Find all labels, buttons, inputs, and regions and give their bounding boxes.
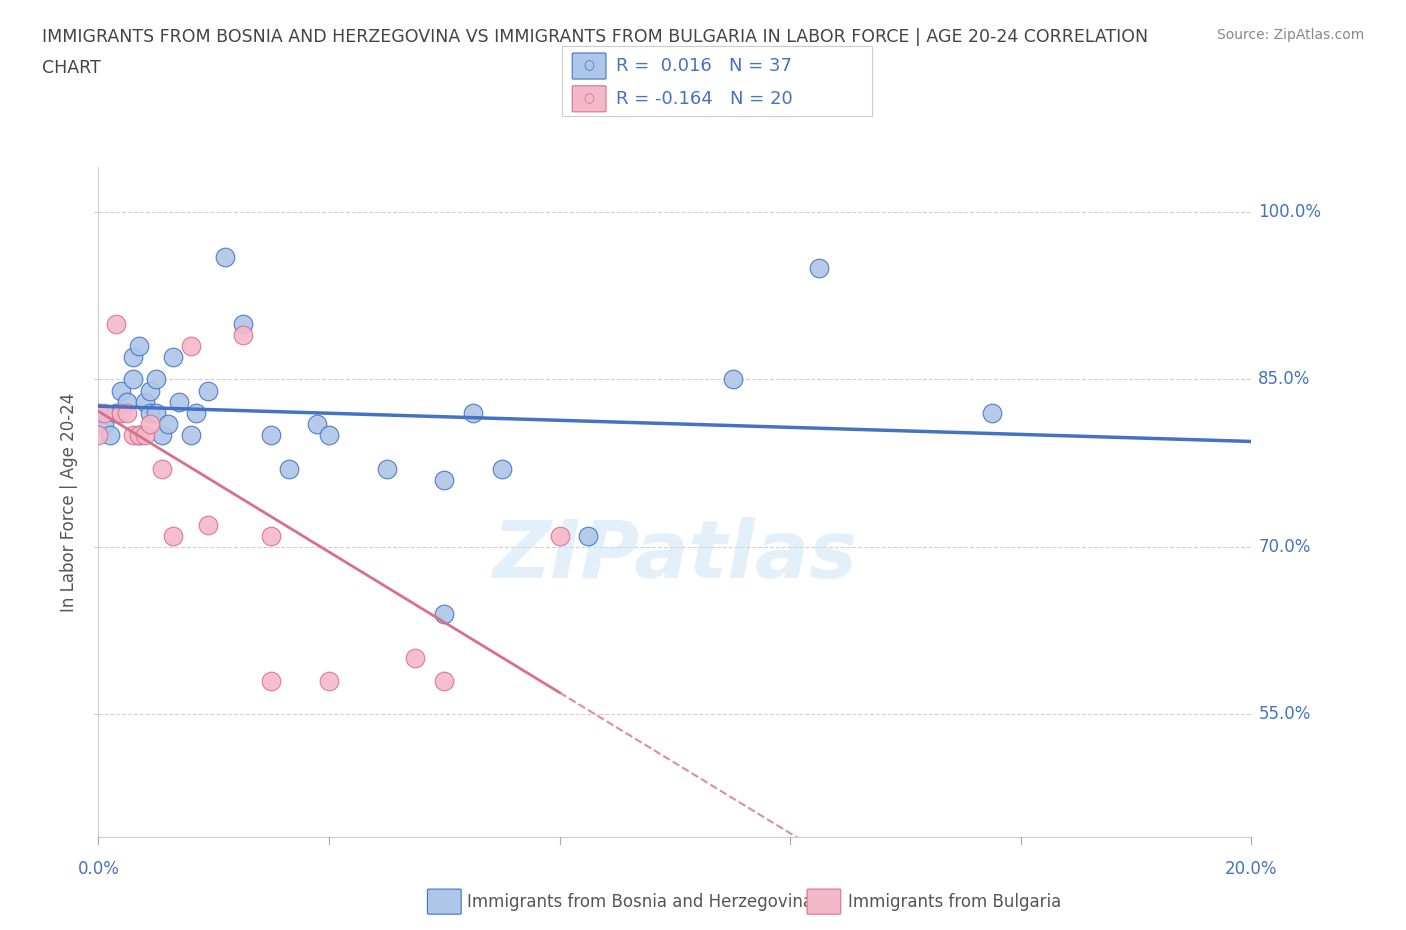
Point [87,405,110,420]
Text: CHART: CHART [42,59,101,76]
Point [122,372,145,387]
Point [231,316,254,331]
Point [117,405,138,420]
Text: R =  0.016   N = 37: R = 0.016 N = 37 [616,57,792,75]
Point [117,394,138,409]
Point [93,405,115,420]
Point [104,405,127,420]
Point [180,339,202,353]
Point [93,417,115,432]
Text: 85.0%: 85.0% [1258,370,1310,389]
Point [156,417,179,432]
Text: Immigrants from Bulgaria: Immigrants from Bulgaria [848,893,1062,911]
Point [461,405,484,420]
Point [433,606,456,621]
Point [139,417,162,432]
Point [318,673,340,688]
Point [405,651,427,666]
Point [134,428,156,443]
Point [197,383,219,398]
Text: Immigrants from Bosnia and Herzegovina: Immigrants from Bosnia and Herzegovina [467,893,813,911]
Point [139,383,162,398]
Point [150,461,173,476]
Point [318,428,340,443]
Point [433,472,456,487]
Point [981,405,1004,420]
Point [277,461,299,476]
Point [180,428,202,443]
Point [162,350,184,365]
Point [548,528,571,543]
Text: Source: ZipAtlas.com: Source: ZipAtlas.com [1216,28,1364,42]
Point [122,350,145,365]
Point [260,528,283,543]
Point [186,405,208,420]
Text: 100.0%: 100.0% [1258,203,1322,221]
Text: R = -0.164   N = 20: R = -0.164 N = 20 [616,90,793,108]
Text: 70.0%: 70.0% [1258,538,1310,556]
Text: 0.0%: 0.0% [77,860,120,878]
Point [260,428,283,443]
Point [807,260,830,275]
Point [134,394,156,409]
Point [110,383,132,398]
Point [375,461,398,476]
Point [128,428,150,443]
Y-axis label: In Labor Force | Age 20-24: In Labor Force | Age 20-24 [60,392,79,612]
Point [578,528,600,543]
Point [87,428,110,443]
Point [197,517,219,532]
Point [214,249,236,264]
Text: ZIPatlas: ZIPatlas [492,517,858,595]
Point [162,528,184,543]
Point [104,316,127,331]
Point [721,372,744,387]
Point [433,673,456,688]
Text: 55.0%: 55.0% [1258,705,1310,724]
Point [145,372,167,387]
Point [491,461,513,476]
Point [231,327,254,342]
Point [110,405,132,420]
Point [145,405,167,420]
Point [150,428,173,443]
Point [307,417,329,432]
Point [122,428,145,443]
Text: ○: ○ [583,92,595,105]
Point [128,428,150,443]
Point [98,428,121,443]
Point [167,394,190,409]
Point [260,673,283,688]
Point [128,339,150,353]
Text: 20.0%: 20.0% [1225,860,1278,878]
Text: IMMIGRANTS FROM BOSNIA AND HERZEGOVINA VS IMMIGRANTS FROM BULGARIA IN LABOR FORC: IMMIGRANTS FROM BOSNIA AND HERZEGOVINA V… [42,28,1149,46]
Point [139,405,162,420]
Text: ○: ○ [583,60,595,73]
